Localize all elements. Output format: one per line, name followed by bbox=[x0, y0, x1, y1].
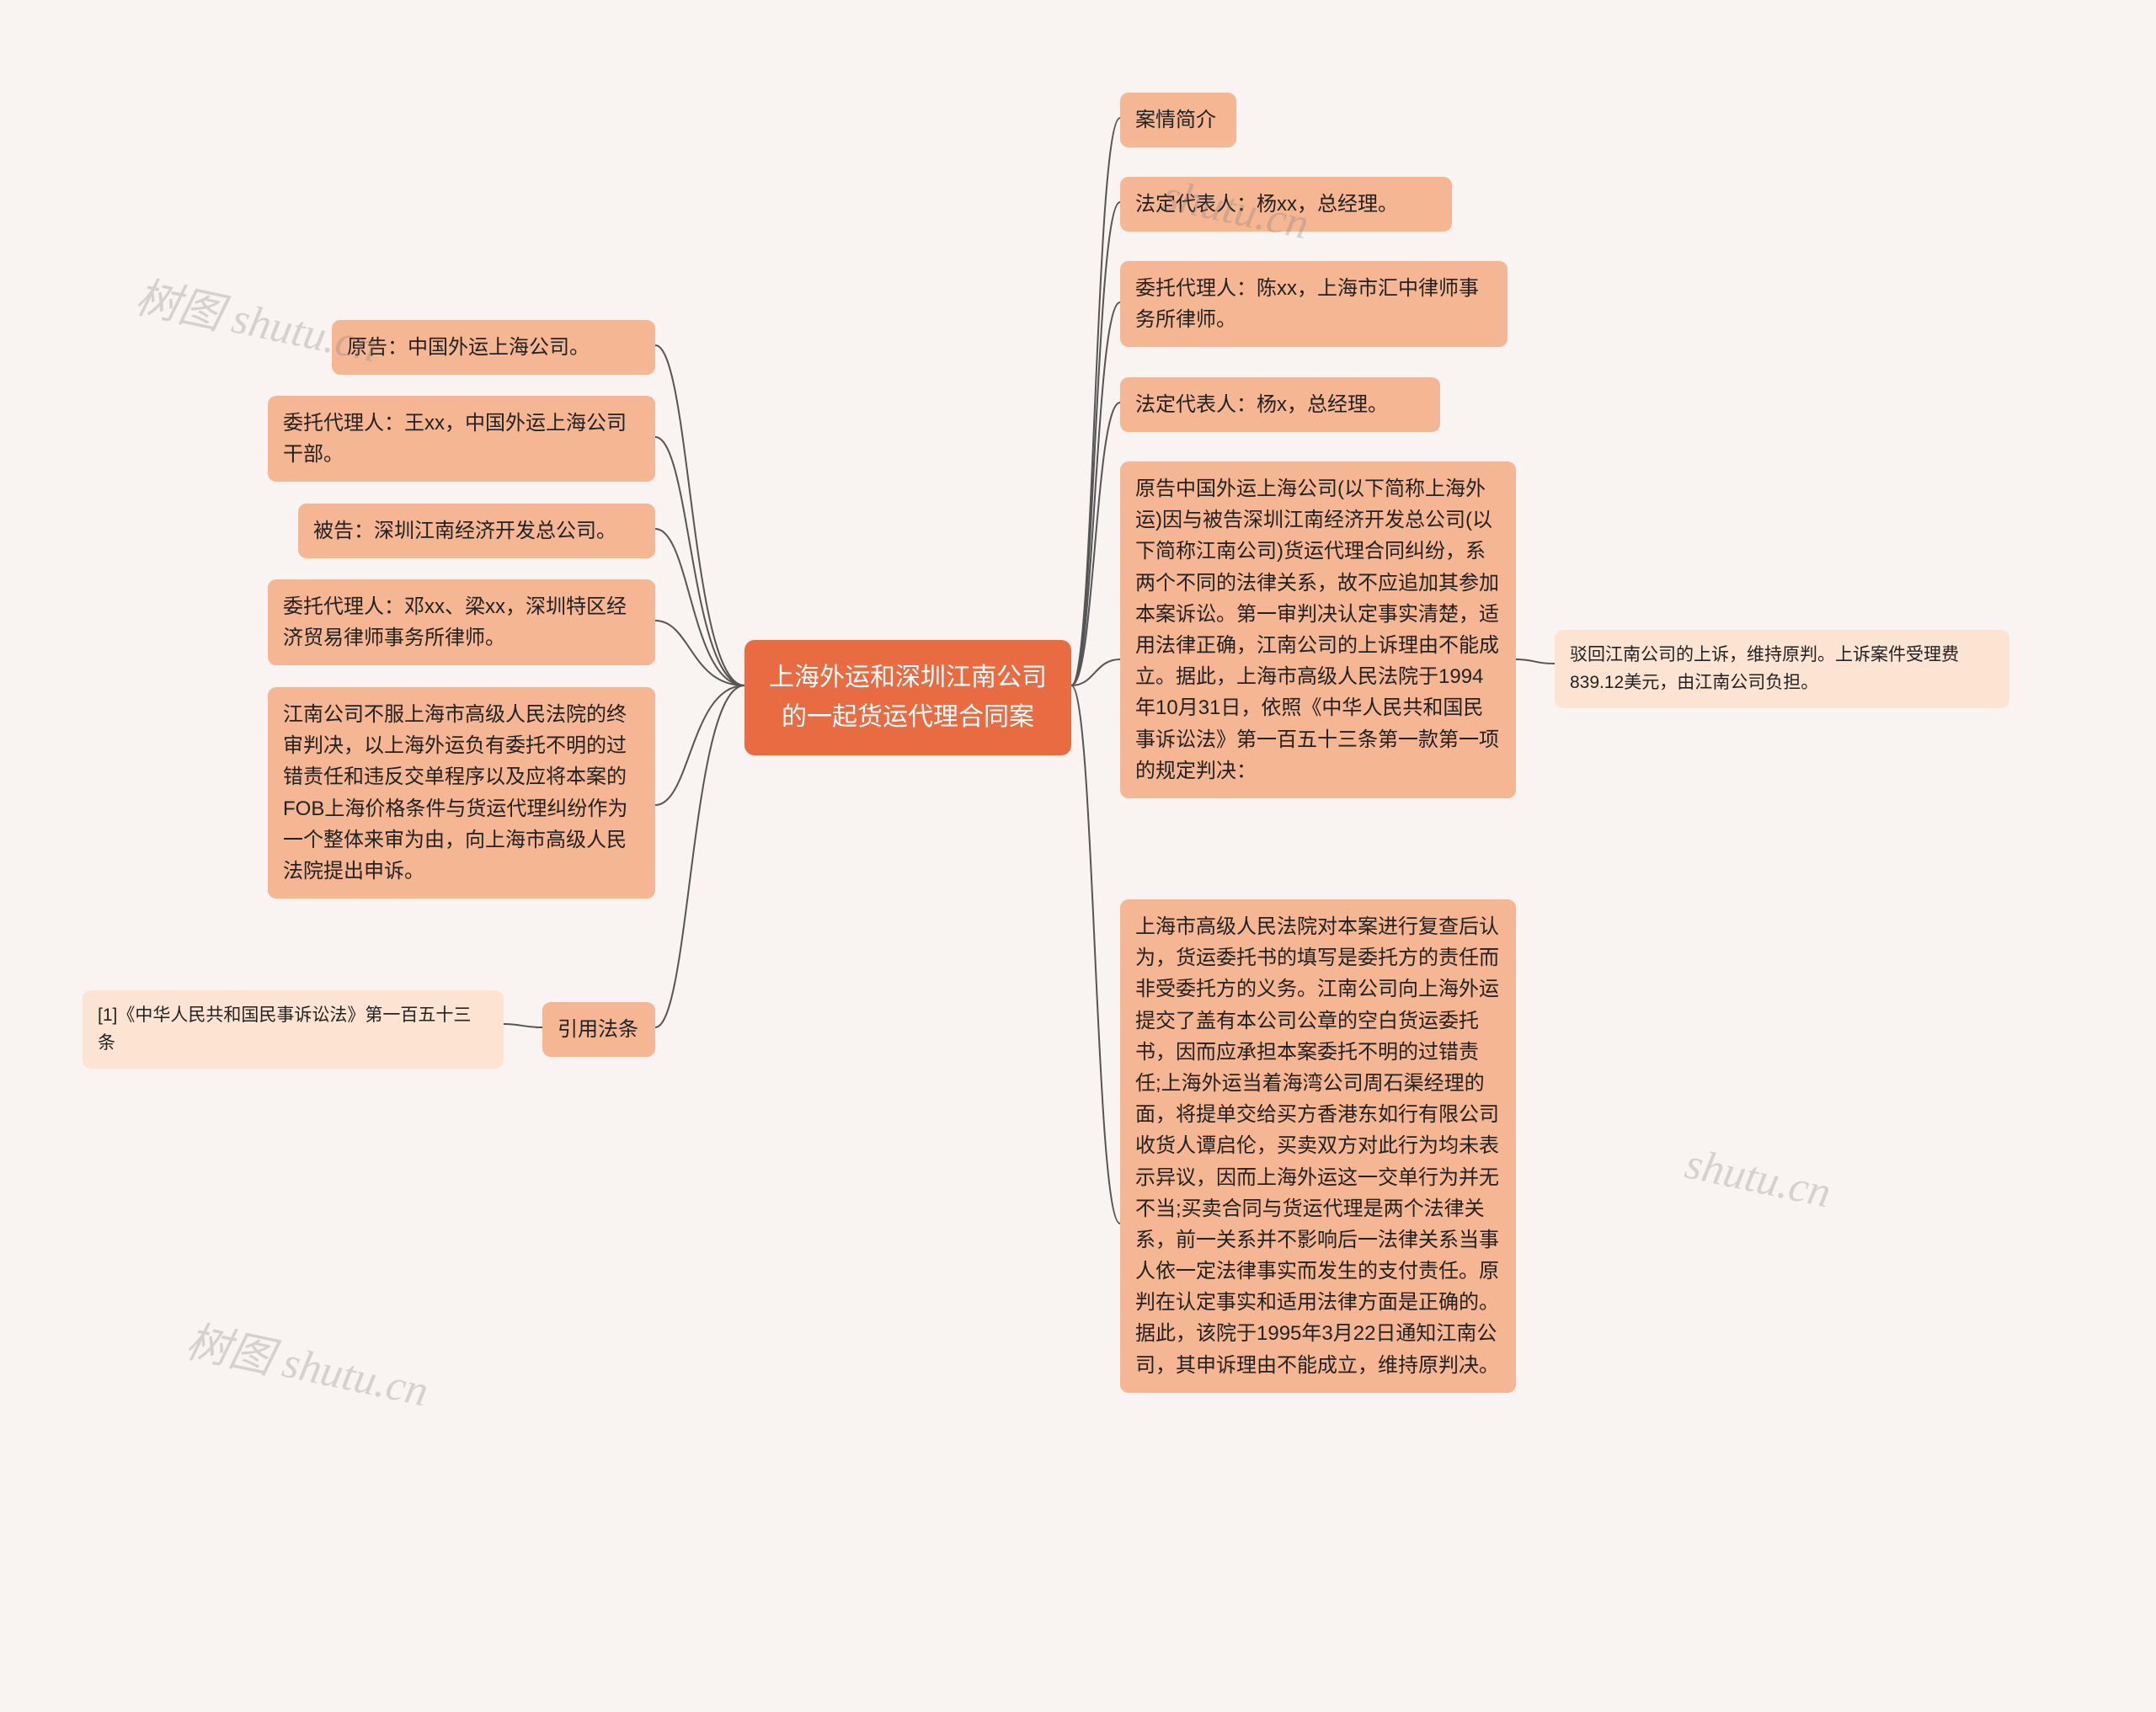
node-agent-chen[interactable]: 委托代理人：陈xx，上海市汇中律师事务所律师。 bbox=[1120, 261, 1508, 347]
node-text: 法定代表人：杨xx，总经理。 bbox=[1135, 193, 1398, 216]
node-judgment-1994[interactable]: 原告中国外运上海公司(以下简称上海外运)因与被告深圳江南经济开发总公司(以下简称… bbox=[1120, 461, 1516, 798]
node-text: 案情简介 bbox=[1135, 109, 1216, 131]
node-legal-rep-yangxx[interactable]: 法定代表人：杨xx，总经理。 bbox=[1120, 177, 1452, 232]
node-text: 法定代表人：杨x，总经理。 bbox=[1135, 393, 1388, 416]
node-text: [1]《中华人民共和国民事诉讼法》第一百五十三条 bbox=[98, 1005, 471, 1053]
node-text: 上海市高级人民法院对本案进行复查后认为，货运委托书的填写是委托方的责任而非受委托… bbox=[1135, 915, 1499, 1377]
node-case-brief[interactable]: 案情简介 bbox=[1120, 93, 1236, 147]
root-text: 上海外运和深圳江南公司的一起货运代理合同案 bbox=[769, 664, 1047, 731]
node-cited-law-detail[interactable]: [1]《中华人民共和国民事诉讼法》第一百五十三条 bbox=[83, 990, 504, 1069]
node-plaintiff[interactable]: 原告：中国外运上海公司。 bbox=[332, 320, 655, 375]
node-text: 被告：深圳江南经济开发总公司。 bbox=[313, 520, 616, 542]
node-text: 原告：中国外运上海公司。 bbox=[347, 336, 590, 359]
node-text: 委托代理人：陈xx，上海市汇中律师事务所律师。 bbox=[1135, 277, 1479, 331]
node-review-1995[interactable]: 上海市高级人民法院对本案进行复查后认为，货运委托书的填写是委托方的责任而非受委托… bbox=[1120, 899, 1516, 1393]
node-text: 驳回江南公司的上诉，维持原判。上诉案件受理费839.12美元，由江南公司负担。 bbox=[1570, 645, 1959, 692]
node-text: 原告中国外运上海公司(以下简称上海外运)因与被告深圳江南经济开发总公司(以下简称… bbox=[1135, 477, 1499, 782]
node-text: 委托代理人：邓xx、梁xx，深圳特区经济贸易律师事务所律师。 bbox=[283, 595, 627, 649]
root-node[interactable]: 上海外运和深圳江南公司的一起货运代理合同案 bbox=[744, 640, 1071, 755]
node-appeal[interactable]: 江南公司不服上海市高级人民法院的终审判决，以上海外运负有委托不明的过错责任和违反… bbox=[268, 687, 655, 899]
node-judgment-1994-detail[interactable]: 驳回江南公司的上诉，维持原判。上诉案件受理费839.12美元，由江南公司负担。 bbox=[1555, 630, 2009, 708]
node-agent-wang[interactable]: 委托代理人：王xx，中国外运上海公司干部。 bbox=[268, 396, 655, 482]
node-defendant[interactable]: 被告：深圳江南经济开发总公司。 bbox=[298, 504, 655, 558]
node-cited-law[interactable]: 引用法条 bbox=[542, 1002, 655, 1057]
watermark: shutu.cn bbox=[1681, 1139, 1835, 1218]
node-text: 引用法条 bbox=[558, 1018, 638, 1041]
node-text: 江南公司不服上海市高级人民法院的终审判决，以上海外运负有委托不明的过错责任和违反… bbox=[283, 703, 627, 883]
node-agent-deng-liang[interactable]: 委托代理人：邓xx、梁xx，深圳特区经济贸易律师事务所律师。 bbox=[268, 579, 655, 665]
node-text: 委托代理人：王xx，中国外运上海公司干部。 bbox=[283, 412, 627, 466]
node-legal-rep-yangx[interactable]: 法定代表人：杨x，总经理。 bbox=[1120, 377, 1440, 432]
watermark: 树图 shutu.cn bbox=[181, 1305, 435, 1418]
